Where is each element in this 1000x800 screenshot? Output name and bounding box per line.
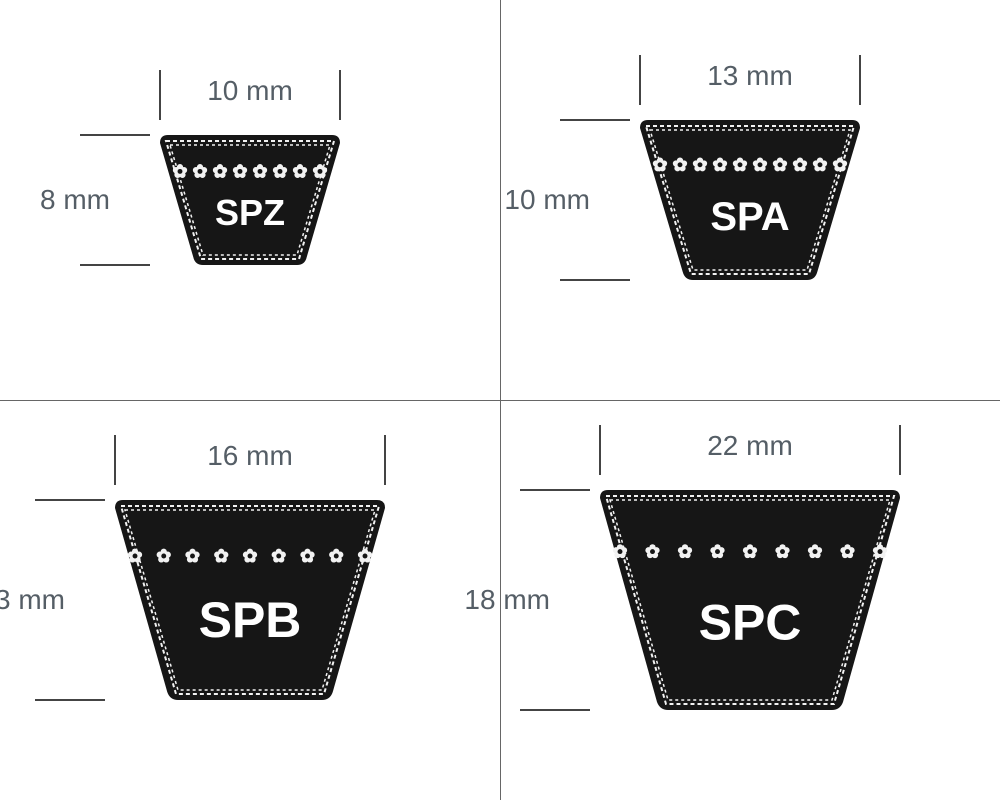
cell-spb: SPB 16 mm 13 mm <box>0 400 500 800</box>
belt-name-label: SPZ <box>215 192 285 233</box>
belt-name-label: SPB <box>199 592 302 648</box>
width-extension-lines <box>580 420 920 480</box>
belt-spc: SPC 22 mm 18 mm <box>580 470 920 730</box>
belt-spb: SPB 16 mm 13 mm <box>95 480 405 720</box>
cell-spa: SPA 13 mm 10 mm <box>500 0 1000 400</box>
belt-grid: SPZ 10 mm 8 mm SPA 13 mm 10 mm SPB 16 mm… <box>0 0 1000 800</box>
height-extension-lines <box>30 480 110 720</box>
width-extension-lines <box>95 430 405 490</box>
cell-spc: SPC 22 mm 18 mm <box>500 400 1000 800</box>
belt-spa: SPA 13 mm 10 mm <box>620 100 880 300</box>
width-extension-lines <box>620 50 880 110</box>
diagram-canvas: SPZ 10 mm 8 mm SPA 13 mm 10 mm SPB 16 mm… <box>0 0 1000 800</box>
belt-spz: SPZ 10 mm 8 mm <box>140 115 360 285</box>
belt-name-label: SPC <box>699 595 802 651</box>
cell-spz: SPZ 10 mm 8 mm <box>0 0 500 400</box>
height-extension-lines <box>75 115 155 285</box>
height-extension-lines <box>555 100 635 300</box>
belt-name-label: SPA <box>710 195 789 239</box>
width-extension-lines <box>140 65 360 125</box>
height-extension-lines <box>515 470 595 730</box>
